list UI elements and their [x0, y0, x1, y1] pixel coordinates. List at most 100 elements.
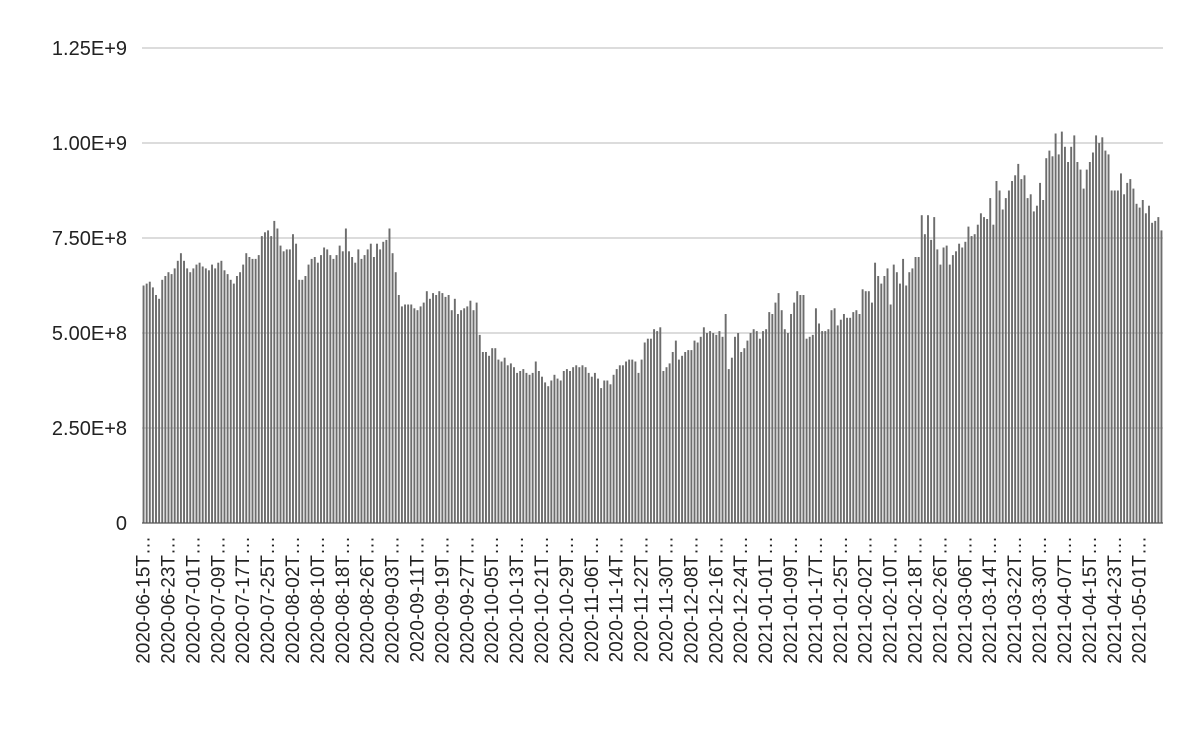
x-tick-label: 2021-05-01T… — [1130, 536, 1151, 664]
bar — [671, 352, 674, 523]
bar — [176, 260, 179, 523]
bar — [366, 249, 369, 523]
bar — [463, 308, 466, 523]
x-tick-label: 2020-07-09T… — [208, 536, 229, 664]
bar — [1126, 182, 1129, 523]
bar — [273, 220, 276, 523]
bar — [513, 367, 515, 523]
bar — [541, 376, 543, 523]
bar — [425, 291, 428, 523]
bar — [1116, 190, 1119, 523]
bar — [799, 295, 802, 523]
bar — [727, 369, 730, 523]
bar — [354, 262, 357, 523]
bar — [1001, 209, 1004, 523]
bar — [453, 298, 456, 523]
x-tick-label: 2021-02-18T… — [906, 536, 927, 664]
bar — [522, 369, 525, 523]
x-tick-label: 2021-02-26T… — [930, 536, 951, 664]
x-tick-label: 2020-10-29T… — [557, 536, 578, 664]
bar — [590, 376, 593, 523]
bar — [369, 243, 372, 523]
bar — [298, 279, 301, 523]
x-tick-label: 2021-03-30T… — [1030, 536, 1051, 664]
bar — [332, 258, 335, 523]
bar — [880, 283, 883, 523]
bar — [939, 264, 942, 523]
bar — [242, 264, 245, 523]
bar — [235, 276, 238, 523]
bar — [229, 279, 232, 523]
bar — [1042, 200, 1045, 523]
bar — [917, 257, 920, 523]
bar — [786, 333, 789, 523]
bar — [758, 338, 761, 523]
bar — [456, 314, 459, 523]
bar — [646, 338, 649, 523]
bar — [606, 380, 609, 523]
x-tick-label: 2020-08-10T… — [308, 536, 329, 664]
bar — [391, 253, 394, 523]
bar — [155, 295, 157, 523]
y-tick-label: 1.25E+9 — [52, 38, 127, 60]
bar — [842, 314, 845, 523]
bar — [189, 272, 192, 523]
bar — [158, 298, 161, 523]
bar — [830, 310, 833, 523]
bar — [1039, 182, 1042, 523]
x-tick-label: 2021-03-06T… — [955, 536, 976, 664]
bar — [640, 359, 643, 523]
x-tick-label: 2020-12-24T… — [731, 536, 752, 664]
x-tick-label: 2020-11-30T… — [657, 536, 678, 662]
x-tick-label: 2021-04-23T… — [1105, 536, 1126, 664]
bar — [696, 342, 699, 523]
x-tick-label: 2020-10-05T… — [482, 536, 503, 664]
bar — [329, 255, 332, 523]
bar — [1017, 163, 1020, 523]
bar — [780, 310, 783, 523]
x-tick-label: 2020-11-14T… — [607, 536, 628, 662]
bar — [562, 371, 565, 523]
bar — [357, 249, 360, 523]
bar — [497, 359, 500, 523]
bar — [908, 272, 911, 523]
bar — [1007, 190, 1010, 523]
bar — [693, 340, 696, 523]
bar — [335, 255, 338, 523]
bar — [914, 257, 917, 523]
bar — [905, 285, 908, 523]
x-tick-label: 2021-01-09T… — [781, 536, 802, 664]
x-tick-label: 2020-10-13T… — [507, 536, 528, 664]
bar — [407, 304, 410, 523]
bar — [593, 372, 596, 523]
bar — [1054, 133, 1057, 523]
bar — [992, 224, 995, 523]
bar — [245, 253, 248, 523]
bar — [432, 293, 435, 523]
bar — [553, 374, 556, 523]
bar — [413, 308, 416, 523]
bar — [251, 258, 254, 523]
x-tick-label: 2020-10-21T… — [532, 536, 553, 664]
bar — [603, 380, 606, 523]
x-tick-label: 2020-11-22T… — [632, 536, 653, 662]
bar — [295, 243, 298, 523]
bar — [404, 304, 406, 523]
bar — [973, 234, 976, 523]
bar — [899, 283, 901, 523]
bar — [1132, 188, 1135, 523]
bar — [260, 236, 263, 523]
bar — [1048, 150, 1051, 523]
bar — [600, 388, 603, 523]
bar — [637, 372, 640, 523]
bar — [488, 355, 491, 523]
bar — [618, 365, 621, 523]
bar — [441, 293, 444, 523]
bar — [1023, 175, 1026, 524]
bar — [734, 336, 736, 523]
bar — [755, 331, 758, 523]
bar — [765, 329, 768, 523]
bar — [864, 291, 867, 523]
bar — [239, 272, 242, 523]
